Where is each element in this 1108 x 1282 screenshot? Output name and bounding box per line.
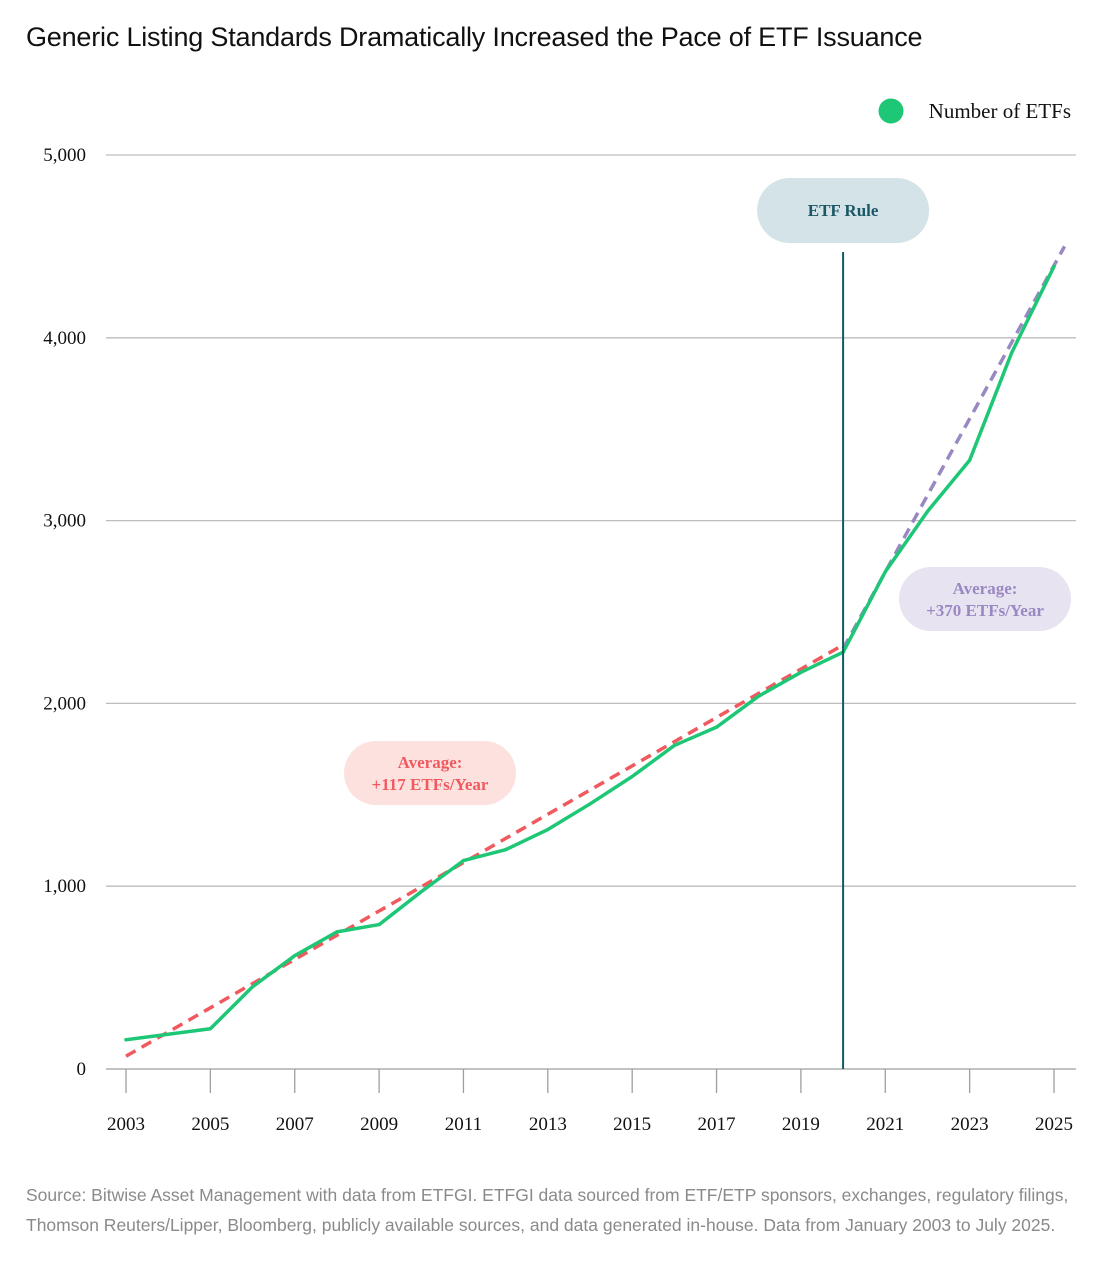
etf-rule-pill [757,178,930,243]
x-tick-label: 2023 [951,1114,989,1135]
trend-lines [125,245,1067,1058]
y-tick-label: 0 [77,1059,87,1080]
data-point [250,985,255,989]
data-point [1010,350,1014,355]
annotation-line-1: Average: [953,579,1018,598]
x-tick-label: 2015 [613,1114,651,1135]
data-point [925,509,930,514]
annotation-line-2: +370 ETFs/Year [926,601,1044,620]
x-axis: 2003 2005 2007 2009 2011 2013 2015 2017 2019 2021… [106,1068,1076,1135]
data-point [672,743,676,748]
y-tick-label: 2,000 [43,693,86,714]
data-point [757,694,761,698]
data-point [293,954,297,958]
y-tick-label: 1,000 [43,876,86,897]
legend-label-number-of-etfs: Number of ETFs [929,99,1071,123]
trend-line-before-rule [125,643,844,1058]
x-tick-label: 2009 [360,1114,398,1135]
series-line-number-of-etfs [124,264,1056,1042]
y-axis-tick-labels: 0 1,000 2,000 3,000 4,000 5,000 [43,145,86,1080]
etf-rule-label: ETF Rule [808,201,879,220]
x-tick-label: 2011 [445,1114,482,1135]
average-annotations: Average: +117 ETFs/Year Average: +370 ETFs/… [344,567,1071,805]
data-point [630,774,634,779]
x-tick-label: 2017 [698,1114,736,1135]
legend-swatch-number-of-etfs [878,98,904,124]
etf-rule-marker: ETF Rule [757,178,930,1069]
data-point [546,827,550,832]
x-tick-label: 2021 [866,1114,904,1135]
data-point [1052,264,1056,269]
data-point [335,930,339,934]
source-note: Source: Bitwise Asset Management with da… [26,1185,1069,1235]
data-point [419,890,423,894]
y-tick-label: 5,000 [43,145,86,166]
x-tick-label: 2013 [529,1114,567,1135]
y-tick-label: 3,000 [43,511,86,532]
annotation-line-1: Average: [398,753,463,772]
legend: Number of ETFs [878,98,1071,124]
annotation-pill [899,567,1071,631]
average-before-annotation: Average: +117 ETFs/Year [344,741,516,805]
data-point [799,670,803,674]
x-tick-label: 2005 [191,1114,229,1135]
data-point [377,922,381,927]
data-point [504,848,508,852]
average-after-annotation: Average: +370 ETFs/Year [899,567,1071,631]
series-lines [124,264,1056,1042]
data-point [883,570,887,574]
y-tick-label: 4,000 [43,328,86,349]
data-point [166,1032,170,1036]
data-point [588,802,592,806]
x-tick-label: 2003 [107,1114,145,1135]
gridlines [106,154,1076,887]
annotation-pill [344,741,516,805]
data-point [968,458,972,462]
data-point [208,1027,212,1031]
x-tick-label: 2007 [276,1114,314,1135]
data-point [714,725,719,729]
x-tick-label: 2025 [1035,1114,1073,1135]
x-tick-label: 2019 [782,1114,820,1135]
data-point [461,859,466,863]
data-point [124,1038,128,1042]
chart-title: Generic Listing Standards Dramatically I… [26,22,923,52]
annotation-line-2: +117 ETFs/Year [372,775,489,794]
